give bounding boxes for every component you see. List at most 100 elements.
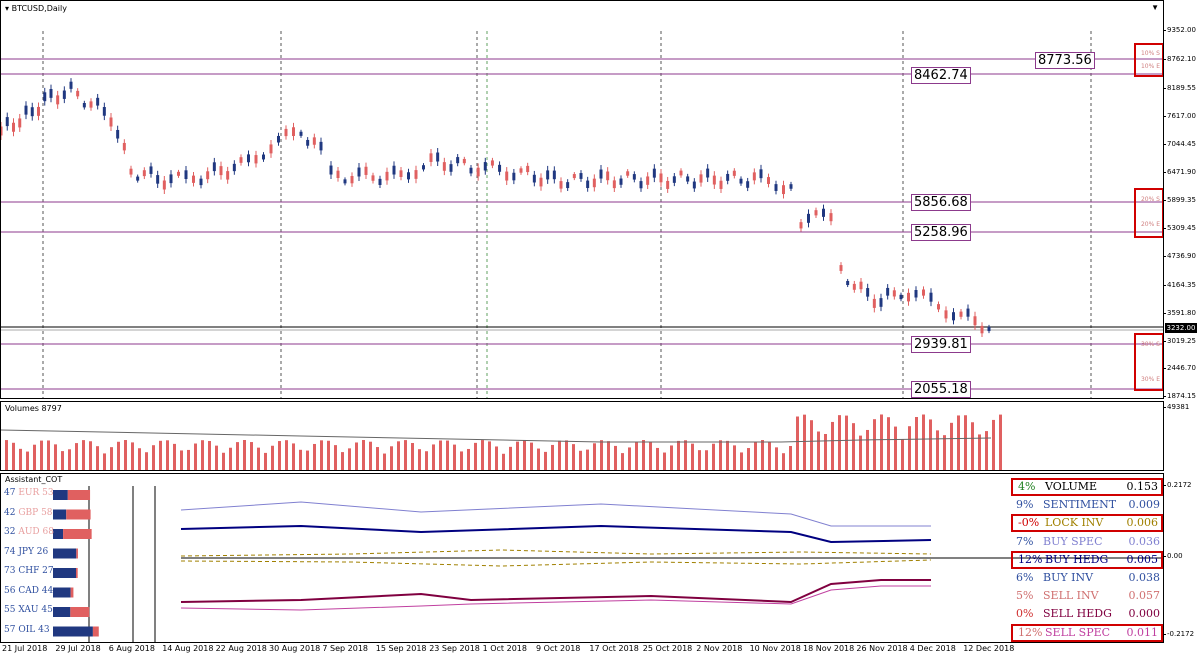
price-axis[interactable]: 9352.00 8762.10 8189.55 7617.00 7044.45 … (1163, 0, 1200, 400)
volume-bar (656, 447, 659, 470)
price-chart-canvas[interactable] (1, 1, 1164, 399)
cot-legend-row: 9% SENTIMENT 0.009 (1011, 496, 1163, 514)
cot-short-bar (92, 626, 99, 637)
candle-body (284, 128, 288, 137)
volume-chart-canvas[interactable] (1, 402, 1164, 471)
candle-body (343, 179, 347, 184)
candle-body (586, 180, 590, 189)
volume-bar (313, 443, 316, 470)
candle-body (759, 169, 763, 179)
price-tick: 4736.90 (1163, 252, 1196, 260)
volume-bar (901, 439, 904, 470)
cot-currency-name: XAU (18, 605, 42, 615)
cot-legend-name: VOLUME (1045, 480, 1098, 493)
candle-body (30, 107, 34, 117)
cot-series-line (180, 549, 932, 557)
volume-bar (747, 448, 750, 470)
candle-body (262, 154, 265, 160)
volume-bar (432, 444, 435, 470)
volume-bar (425, 451, 428, 470)
candle-body (292, 127, 295, 136)
price-tick: 6471.90 (1163, 168, 1196, 176)
cot-legend-value: 0.000 (1128, 607, 1161, 621)
cot-legend-percent: 9% (1016, 498, 1034, 512)
volume-bar (810, 420, 813, 470)
volume-bar (950, 422, 953, 470)
volume-bar (733, 445, 736, 470)
volume-panel[interactable]: Volumes 8797 (0, 401, 1164, 471)
volume-bar (439, 440, 442, 470)
cot-currency-row: 74 JPY 26 (4, 547, 48, 557)
volume-bar (376, 447, 379, 470)
volume-bar (621, 453, 624, 470)
volume-bar (943, 435, 946, 470)
volume-bar (607, 441, 610, 470)
candle-body (666, 180, 670, 189)
volume-bar (824, 433, 827, 470)
percent-label-10-s: 10% S (1140, 50, 1160, 57)
cot-chart-canvas[interactable] (1, 474, 1164, 643)
volume-bar (173, 443, 176, 470)
volume-bar (236, 442, 239, 470)
volume-bar (845, 415, 848, 470)
percent-box-30: 30% S 30% E (1134, 333, 1163, 391)
candle-body (385, 171, 389, 181)
level-label-4: 5258.96 (911, 224, 971, 241)
volume-bar (691, 443, 694, 470)
cot-legend-value: 0.006 (1126, 516, 1159, 530)
volume-bar (593, 443, 596, 470)
volume-axis[interactable]: 49381 (1162, 401, 1200, 471)
candle-body (692, 181, 696, 189)
cot-currency-row: 42 GBP 58 (4, 508, 53, 518)
cot-series-line (180, 524, 932, 544)
volume-bar (516, 441, 519, 470)
time-axis-label: 12 Dec 2018 (963, 644, 1015, 653)
level-label-6: 2055.18 (911, 381, 971, 398)
candle-body (973, 316, 977, 326)
candle-body (599, 169, 603, 179)
volume-bar (649, 442, 652, 470)
candle-body (357, 167, 361, 177)
candle-body (109, 117, 113, 127)
cot-axis[interactable]: 0.2172 0.00 -0.2172 (1162, 473, 1200, 643)
cot-long-value: 73 (4, 566, 19, 576)
candle-body (959, 311, 963, 317)
cot-short-value: 45 (41, 605, 53, 615)
candle-body (566, 182, 570, 189)
candle-body (719, 180, 723, 189)
candle-body (619, 178, 623, 185)
volume-bar (159, 440, 162, 470)
volume-bar (19, 448, 22, 470)
cot-panel[interactable]: Assistant_COT 47 EUR 53 42 GBP 58 32 AUD 6… (0, 473, 1164, 643)
volume-bar (782, 453, 785, 470)
cot-short-bar (70, 607, 90, 617)
dropdown-triangle-icon[interactable]: ▾ (5, 4, 12, 13)
candle-body (866, 288, 870, 297)
cot-short-value: 58 (41, 507, 53, 518)
candle-body (12, 122, 15, 132)
time-axis[interactable]: 21 Jul 2018 29 Jul 2018 6 Aug 2018 14 Aug 2… (0, 643, 1164, 659)
volume-bar (369, 441, 372, 470)
volume-bar (131, 442, 134, 470)
volume-bar (600, 440, 603, 470)
volume-bar (397, 441, 400, 470)
candle-body (116, 129, 120, 139)
candle-body (226, 171, 230, 180)
volume-bar (103, 453, 106, 470)
candle-body (169, 174, 173, 184)
candle-body (219, 166, 223, 176)
cot-currency-name: GBP (18, 507, 42, 518)
candle-body (89, 101, 93, 108)
cot-legend-value: 0.038 (1128, 571, 1161, 584)
volume-bar (320, 440, 323, 470)
volume-bar (754, 442, 757, 470)
volume-bar (362, 440, 365, 470)
cot-short-bar (66, 509, 91, 520)
volume-bar (75, 443, 78, 470)
price-panel[interactable]: ▾ BTCUSD,Daily ▼ 8773.56 8462.74 5856.68… (0, 0, 1164, 399)
volume-bar (551, 444, 554, 470)
candle-body (639, 181, 643, 189)
candle-body (879, 298, 883, 307)
cot-legend-percent: -0% (1018, 516, 1040, 530)
chart-menu-triangle-icon[interactable]: ▼ (1151, 3, 1159, 12)
